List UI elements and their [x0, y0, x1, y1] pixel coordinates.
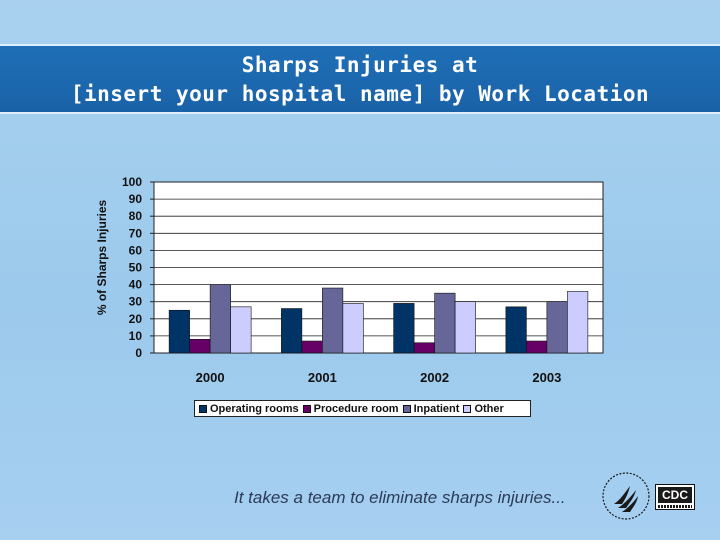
bar-other-2001 — [342, 303, 364, 354]
cdc-logo: CDC — [655, 484, 695, 510]
legend-item: Procedure room — [302, 402, 399, 415]
hhs-eagle-icon — [602, 472, 650, 520]
legend-label: Other — [474, 402, 504, 415]
bar-procedure-room-2001 — [301, 340, 323, 354]
y-tick-label: 90 — [129, 192, 143, 206]
legend-label: Procedure room — [313, 402, 399, 415]
bar-operating-rooms-2000 — [168, 309, 190, 354]
page-title-line-2: [insert your hospital name] by Work Loca… — [70, 82, 650, 106]
bar-inpatient-2001 — [322, 287, 344, 354]
plot-border — [153, 181, 604, 354]
y-tick-label: 0 — [135, 346, 142, 360]
cdc-logo-stripes — [658, 505, 692, 508]
bar-procedure-room-2003 — [526, 340, 548, 354]
legend-item: Operating rooms — [199, 403, 299, 415]
bar-operating-rooms-2001 — [281, 308, 303, 354]
y-tick-label: 30 — [129, 295, 143, 309]
bar-inpatient-2000 — [209, 284, 231, 354]
bar-procedure-room-2000 — [189, 339, 211, 354]
bar-inpatient-2002 — [434, 292, 456, 354]
legend-swatch — [463, 404, 472, 413]
x-tick-label: 2002 — [420, 370, 449, 385]
y-tick-label: 100 — [122, 175, 142, 189]
chart-legend: Operating rooms Procedure room Inpatient Ot… — [194, 400, 531, 417]
title-band: Sharps Injuries at [insert your hospital… — [0, 44, 720, 114]
y-tick-label: 20 — [129, 312, 143, 326]
legend-item: Other — [463, 402, 504, 415]
legend-swatch — [402, 404, 411, 413]
bar-other-2000 — [230, 306, 252, 354]
x-tick-label: 2001 — [308, 370, 337, 385]
legend-swatch — [302, 404, 311, 413]
legend-label: Operating rooms — [210, 402, 299, 415]
legend-swatch — [199, 404, 207, 413]
tagline: It takes a team to eliminate sharps inju… — [234, 488, 566, 507]
legend-label: Inpatient — [413, 402, 460, 415]
y-tick-label: 40 — [129, 278, 143, 292]
y-axis-label: % of Sharps Injuries — [95, 199, 109, 315]
bar-procedure-room-2002 — [413, 342, 435, 354]
bar-inpatient-2003 — [546, 301, 568, 354]
y-tick-label: 80 — [129, 209, 143, 223]
x-tick-label: 2003 — [532, 370, 561, 385]
y-tick-label: 60 — [129, 243, 143, 257]
x-tick-label: 2000 — [196, 370, 225, 385]
legend-item: Inpatient — [402, 402, 460, 415]
y-tick-label: 50 — [129, 261, 143, 275]
bar-operating-rooms-2003 — [505, 306, 527, 354]
page-title-line-1: Sharps Injuries at — [241, 53, 479, 77]
bar-other-2002 — [454, 301, 476, 354]
cdc-logo-text: CDC — [658, 487, 692, 503]
bar-other-2003 — [567, 291, 589, 354]
y-tick-label: 10 — [129, 329, 143, 343]
bar-operating-rooms-2002 — [393, 303, 415, 354]
y-tick-label: 70 — [129, 226, 143, 240]
